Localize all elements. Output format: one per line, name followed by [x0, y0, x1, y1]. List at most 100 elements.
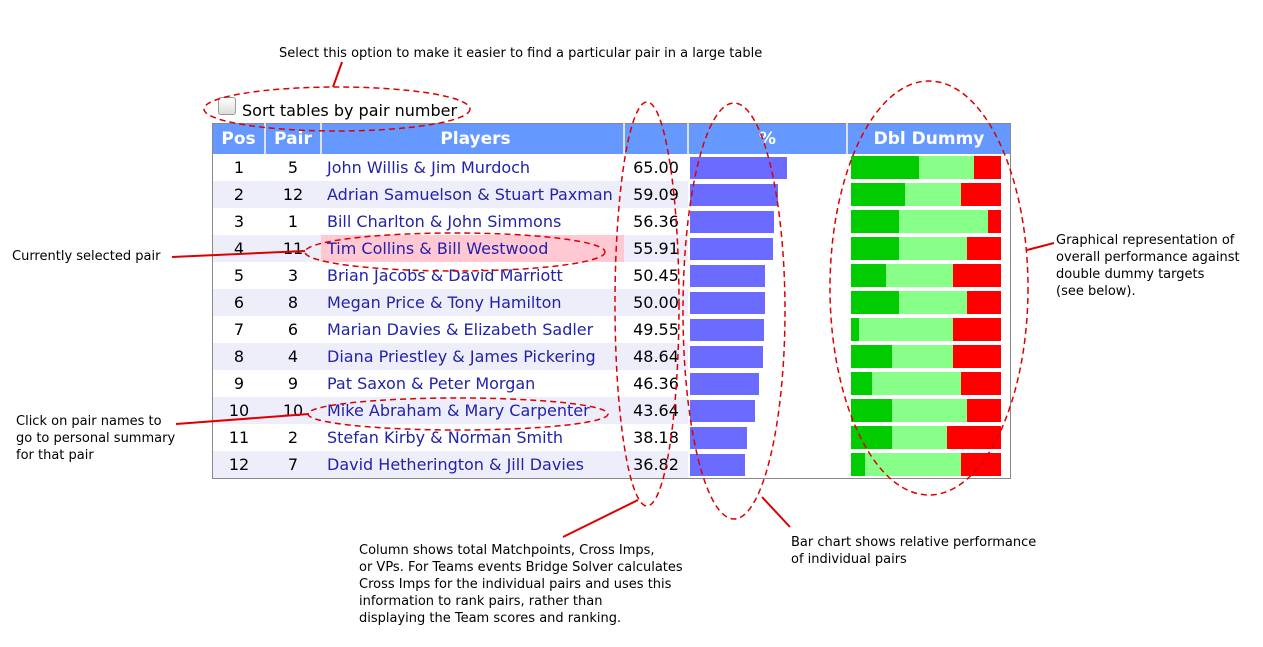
table-header-row: Pos Pair Players % Dbl Dummy — [212, 123, 1011, 154]
row-score: 43.64 — [624, 397, 688, 424]
row-pair: 2 — [287, 428, 299, 447]
row-players-link[interactable]: Brian Jacobs & David Marriott — [327, 266, 563, 285]
row-dbl-dummy-cell — [847, 424, 1011, 451]
dd-segment-bad — [966, 291, 1001, 314]
header-percent: % — [688, 123, 848, 154]
dbl-dummy-bar — [851, 318, 1001, 341]
row-dbl-dummy-cell — [847, 208, 1011, 235]
row-players-link[interactable]: Marian Davies & Elizabeth Sadler — [327, 320, 594, 339]
table-row: 9 9 Pat Saxon & Peter Morgan 46.36 — [213, 370, 1011, 397]
row-score: 49.55 — [633, 320, 679, 339]
row-pair: 9 — [287, 374, 299, 393]
dbl-dummy-bar — [851, 156, 1001, 179]
row-pair: 1 — [287, 212, 299, 231]
row-pair: 7 — [265, 451, 321, 479]
percent-bar — [690, 372, 760, 395]
row-players-link[interactable]: John Willis & Jim Murdoch — [327, 158, 531, 177]
row-players-link[interactable]: Stefan Kirby & Norman Smith — [327, 428, 563, 447]
table-row: 11 2 Stefan Kirby & Norman Smith 38.18 — [213, 424, 1011, 451]
sort-checkbox-label[interactable]: Sort tables by pair number — [242, 101, 458, 120]
header-players: Players — [321, 123, 625, 154]
row-players-link[interactable]: Megan Price & Tony Hamilton — [321, 289, 624, 316]
row-pair: 5 — [287, 158, 299, 177]
dbl-dummy-bar — [851, 183, 1001, 206]
row-pos: 9 — [233, 374, 245, 393]
sort-checkbox[interactable] — [218, 96, 236, 115]
dd-segment-par — [891, 399, 967, 422]
dd-segment-bad — [953, 345, 1001, 368]
header-dbl-dummy: Dbl Dummy — [847, 123, 1011, 154]
dd-segment-par — [885, 264, 953, 287]
row-dbl-dummy-cell — [847, 397, 1011, 424]
row-score: 38.18 — [633, 428, 679, 447]
row-players-link[interactable]: Tim Collins & Bill Westwood — [321, 235, 624, 262]
dd-segment-good — [851, 291, 899, 314]
row-percent-cell — [688, 424, 847, 451]
dd-segment-good — [851, 318, 859, 341]
dd-segment-good — [851, 372, 872, 395]
percent-bar — [690, 399, 756, 422]
row-pos: 10 — [212, 397, 265, 424]
dd-segment-bad — [947, 426, 1001, 449]
dd-segment-par — [905, 183, 961, 206]
row-pos: 7 — [233, 320, 245, 339]
table-row: 2 12 Adrian Samuelson & Stuart Paxman 59.09 — [212, 181, 1011, 208]
dd-segment-good — [851, 156, 919, 179]
row-dbl-dummy-cell — [847, 235, 1011, 262]
dd-segment-bad — [966, 237, 1001, 260]
dd-segment-bad — [966, 399, 1001, 422]
row-pos: 5 — [233, 266, 245, 285]
row-percent-cell — [688, 289, 847, 316]
percent-bar — [690, 291, 765, 314]
table-row: 12 7 David Hetherington & Jill Davies 36.82 — [212, 451, 1011, 479]
dd-segment-bad — [960, 372, 1001, 395]
table-row: 10 10 Mike Abraham & Mary Carpenter 43.64 — [212, 397, 1011, 424]
row-dbl-dummy-cell — [847, 370, 1011, 397]
dbl-dummy-bar — [851, 399, 1001, 422]
dd-segment-par — [891, 426, 947, 449]
row-score: 50.00 — [624, 289, 688, 316]
pointer-barchart — [761, 496, 791, 528]
percent-bar — [690, 453, 745, 476]
results-table: Pos Pair Players % Dbl Dummy 1 5 John Will… — [212, 123, 1011, 479]
row-players-link[interactable]: Pat Saxon & Peter Morgan — [327, 374, 536, 393]
annotation-barchart: Bar chart shows relative performance of … — [791, 535, 1037, 567]
row-pos: 12 — [212, 451, 265, 479]
pointer-column — [562, 499, 639, 538]
dd-segment-good — [851, 264, 886, 287]
dbl-dummy-bar — [851, 372, 1001, 395]
dd-segment-par — [858, 318, 953, 341]
sort-option[interactable]: Sort tables by pair number — [218, 96, 457, 120]
dd-segment-bad — [974, 156, 1001, 179]
row-players-link[interactable]: Mike Abraham & Mary Carpenter — [321, 397, 624, 424]
row-dbl-dummy-cell — [847, 343, 1011, 370]
row-percent-cell — [688, 208, 847, 235]
row-players-link[interactable]: Bill Charlton & John Simmons — [327, 212, 562, 231]
row-players-link[interactable]: Adrian Samuelson & Stuart Paxman — [321, 181, 624, 208]
row-pair: 10 — [265, 397, 321, 424]
dbl-dummy-bar — [851, 210, 1001, 233]
row-score: 65.00 — [633, 158, 679, 177]
dd-segment-good — [851, 426, 892, 449]
row-percent-cell — [688, 370, 847, 397]
percent-bar — [690, 183, 779, 206]
pointer-graphical — [1026, 242, 1055, 251]
row-score: 55.91 — [624, 235, 688, 262]
percent-bar — [690, 210, 775, 233]
row-pos: 2 — [212, 181, 265, 208]
row-score: 50.45 — [633, 266, 679, 285]
dd-segment-bad — [960, 183, 1001, 206]
annotation-sort: Select this option to make it easier to … — [279, 46, 763, 61]
annotation-graphical: Graphical representation of overall perf… — [1056, 233, 1240, 299]
table-row: 3 1 Bill Charlton & John Simmons 56.36 — [213, 208, 1011, 235]
row-pos: 11 — [228, 428, 250, 447]
dd-segment-good — [851, 399, 892, 422]
table-row: 5 3 Brian Jacobs & David Marriott 50.45 — [213, 262, 1011, 289]
dd-segment-par — [864, 453, 961, 476]
row-players-link[interactable]: David Hetherington & Jill Davies — [321, 451, 624, 479]
table-row: 4 11 Tim Collins & Bill Westwood 55.91 — [212, 235, 1011, 262]
dd-segment-par — [899, 237, 967, 260]
row-score: 48.64 — [624, 343, 688, 370]
dd-segment-good — [851, 345, 892, 368]
row-players-link[interactable]: Diana Priestley & James Pickering — [321, 343, 624, 370]
